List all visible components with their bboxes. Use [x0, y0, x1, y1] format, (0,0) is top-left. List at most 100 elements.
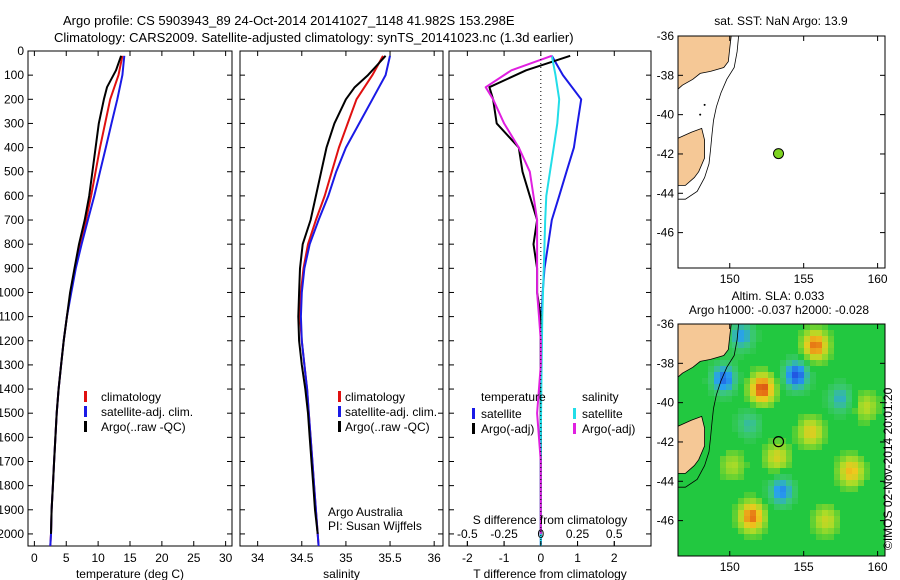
sla-cell [750, 372, 756, 378]
sla-cell [756, 432, 762, 438]
sla-cell [726, 474, 732, 480]
sla-cell [864, 420, 870, 426]
sla-cell [780, 450, 786, 456]
x-tick-label: 155 [794, 560, 814, 574]
sla-cell [822, 528, 828, 534]
sla-cell [852, 468, 858, 474]
sla-cell [864, 408, 870, 414]
sla-cell [786, 450, 792, 456]
sla-cell [714, 384, 720, 390]
sla-cell [732, 372, 738, 378]
sla-cell [720, 462, 726, 468]
sla-cell [834, 522, 840, 528]
y-tick-label: 1000 [0, 285, 24, 299]
sla-cell [732, 450, 738, 456]
sla-cell [750, 330, 756, 336]
sla-cell [864, 396, 870, 402]
sla-cell [792, 426, 798, 432]
sla-cell [750, 528, 756, 534]
sla-cell [846, 390, 852, 396]
sla-cell [822, 534, 828, 540]
sla-cell [774, 456, 780, 462]
sla-cell [786, 474, 792, 480]
sla-cell [786, 354, 792, 360]
legend-label: Argo(..raw -QC) [101, 420, 186, 434]
sla-cell [738, 408, 744, 414]
x-axis-label: temperature (deg C) [76, 567, 184, 580]
x-tick-label: 34 [251, 551, 265, 565]
sla-cell [822, 402, 828, 408]
sla-cell [834, 408, 840, 414]
sla-cell [798, 360, 804, 366]
tasmania [677, 415, 705, 474]
sla-cell [840, 456, 846, 462]
sla-cell [822, 354, 828, 360]
sla-cell [870, 414, 876, 420]
float-marker [773, 148, 785, 160]
sla-cell [834, 510, 840, 516]
sla-cell [708, 372, 714, 378]
sla-cell [858, 396, 864, 402]
sla-cell [804, 372, 810, 378]
sla-cell [762, 366, 768, 372]
x-tick-label: 35 [339, 551, 353, 565]
sla-cell [870, 396, 876, 402]
sla-cell [738, 378, 744, 384]
sla-cell [786, 492, 792, 498]
sla-cell [738, 516, 744, 522]
sla-cell [708, 390, 714, 396]
sla-cell [780, 492, 786, 498]
sla-cell [786, 504, 792, 510]
sla-cell [798, 420, 804, 426]
sla-cell [846, 486, 852, 492]
sla-cell [816, 348, 822, 354]
sla-cell [732, 426, 738, 432]
sla-cell [828, 330, 834, 336]
title-line-2: Climatology: CARS2009. Satellite-adjuste… [54, 30, 574, 45]
x-tick-label: 2 [611, 551, 618, 565]
sla-cell [744, 348, 750, 354]
sla-cell [750, 504, 756, 510]
legend-swatch [472, 408, 475, 419]
sla-cell [870, 408, 876, 414]
sla-cell [816, 444, 822, 450]
sla-cell [786, 378, 792, 384]
sla-cell [750, 408, 756, 414]
map-frame [677, 323, 886, 557]
sla-cell [798, 444, 804, 450]
sla-cell [726, 360, 732, 366]
sla-cell [834, 390, 840, 396]
sla-cell [810, 420, 816, 426]
sla-cell [834, 456, 840, 462]
sla-cell [786, 372, 792, 378]
sla-cell [828, 534, 834, 540]
sla-cell [732, 522, 738, 528]
sla-cell [804, 342, 810, 348]
y-tick-label: 1700 [0, 454, 24, 468]
sla-cell [768, 384, 774, 390]
sla-cell [816, 432, 822, 438]
sla-cell [774, 480, 780, 486]
imos-credit: ©IMOS 02-Nov-2014 20:01:20 [881, 387, 895, 550]
sla-cell [768, 498, 774, 504]
y-tick-label: -38 [657, 68, 675, 82]
sla-cell [840, 378, 846, 384]
sla-cell [798, 390, 804, 396]
sla-cell [828, 504, 834, 510]
sla-cell [786, 498, 792, 504]
sla-cell [798, 378, 804, 384]
sla-cell [750, 384, 756, 390]
annotation-text: Argo Australia [328, 505, 403, 519]
sla-cell [768, 402, 774, 408]
sla-cell [780, 384, 786, 390]
plot-frame [27, 50, 233, 547]
sla-cell [702, 378, 708, 384]
s-tick-label: -0.5 [457, 527, 478, 541]
sla-cell [762, 510, 768, 516]
x-tick-label: 155 [794, 272, 814, 286]
sla-cell [822, 504, 828, 510]
sla-cell [732, 504, 738, 510]
sla-cell [720, 354, 726, 360]
sla-cell [792, 378, 798, 384]
